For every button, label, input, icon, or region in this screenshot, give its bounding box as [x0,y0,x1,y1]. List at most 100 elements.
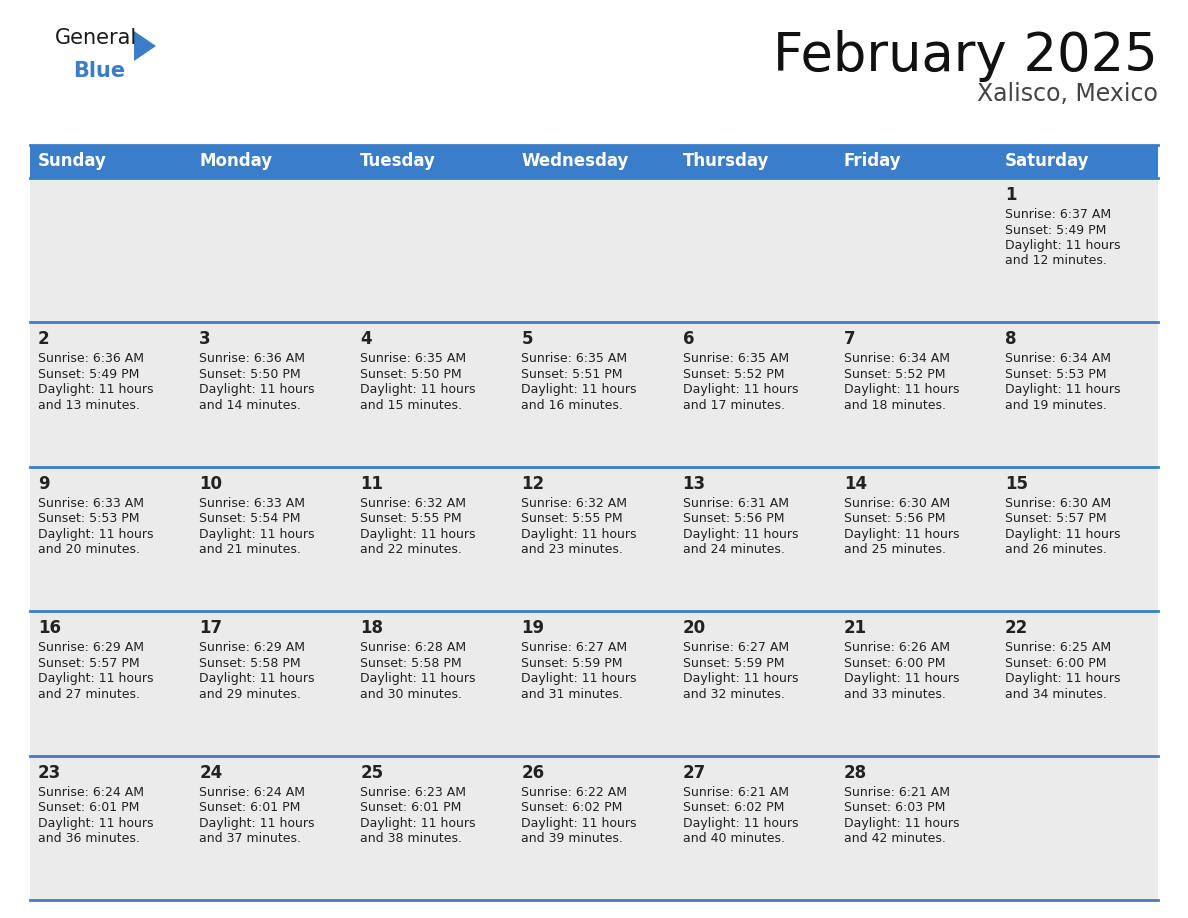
Text: Sunrise: 6:36 AM: Sunrise: 6:36 AM [200,353,305,365]
Text: Sunset: 5:53 PM: Sunset: 5:53 PM [38,512,139,525]
Bar [513,322,675,466]
Text: and 18 minutes.: and 18 minutes. [843,399,946,412]
Text: Sunset: 6:00 PM: Sunset: 6:00 PM [1005,656,1106,670]
Text: Tuesday: Tuesday [360,152,436,171]
Text: Sunset: 5:49 PM: Sunset: 5:49 PM [1005,223,1106,237]
Text: and 12 minutes.: and 12 minutes. [1005,254,1107,267]
Text: and 23 minutes.: and 23 minutes. [522,543,624,556]
Bar [835,178,997,322]
Text: 23: 23 [38,764,62,781]
Text: Sunset: 5:58 PM: Sunset: 5:58 PM [360,656,462,670]
Text: and 39 minutes.: and 39 minutes. [522,832,624,845]
Polygon shape [134,31,156,61]
Text: Xalisco, Mexico: Xalisco, Mexico [977,82,1158,106]
Text: Sunrise: 6:32 AM: Sunrise: 6:32 AM [360,497,466,509]
Text: Saturday: Saturday [1005,152,1089,171]
Text: Sunset: 5:54 PM: Sunset: 5:54 PM [200,512,301,525]
Text: Sunset: 5:49 PM: Sunset: 5:49 PM [38,368,139,381]
Text: Sunset: 5:56 PM: Sunset: 5:56 PM [843,512,946,525]
Text: and 19 minutes.: and 19 minutes. [1005,399,1107,412]
Text: Sunset: 5:55 PM: Sunset: 5:55 PM [360,512,462,525]
Text: and 34 minutes.: and 34 minutes. [1005,688,1107,700]
Text: Blue: Blue [72,61,125,81]
Text: Sunset: 5:56 PM: Sunset: 5:56 PM [683,512,784,525]
Text: 21: 21 [843,620,867,637]
Text: Sunrise: 6:27 AM: Sunrise: 6:27 AM [683,641,789,655]
Text: 19: 19 [522,620,544,637]
Bar [353,178,513,322]
Text: Sunrise: 6:25 AM: Sunrise: 6:25 AM [1005,641,1111,655]
Text: and 31 minutes.: and 31 minutes. [522,688,624,700]
Text: 8: 8 [1005,330,1017,349]
Text: Daylight: 11 hours: Daylight: 11 hours [843,672,959,685]
Text: 10: 10 [200,475,222,493]
Text: Monday: Monday [200,152,272,171]
Text: Sunrise: 6:24 AM: Sunrise: 6:24 AM [200,786,305,799]
Text: Sunset: 6:01 PM: Sunset: 6:01 PM [360,801,462,814]
Bar [997,322,1158,466]
Bar [513,466,675,611]
Bar [835,466,997,611]
Text: 2: 2 [38,330,50,349]
Text: and 22 minutes.: and 22 minutes. [360,543,462,556]
Text: and 17 minutes.: and 17 minutes. [683,399,784,412]
Text: and 40 minutes.: and 40 minutes. [683,832,784,845]
Text: Sunset: 5:50 PM: Sunset: 5:50 PM [360,368,462,381]
Bar [353,322,513,466]
Bar [835,611,997,756]
Text: and 25 minutes.: and 25 minutes. [843,543,946,556]
Text: Sunrise: 6:35 AM: Sunrise: 6:35 AM [683,353,789,365]
Bar [30,145,191,178]
Text: 15: 15 [1005,475,1028,493]
Text: 18: 18 [360,620,384,637]
Text: Daylight: 11 hours: Daylight: 11 hours [38,672,153,685]
Text: Daylight: 11 hours: Daylight: 11 hours [200,672,315,685]
Text: Sunset: 5:53 PM: Sunset: 5:53 PM [1005,368,1106,381]
Text: Sunrise: 6:34 AM: Sunrise: 6:34 AM [1005,353,1111,365]
Text: 17: 17 [200,620,222,637]
Text: and 32 minutes.: and 32 minutes. [683,688,784,700]
Text: Sunrise: 6:33 AM: Sunrise: 6:33 AM [200,497,305,509]
Text: and 13 minutes.: and 13 minutes. [38,399,140,412]
Text: 7: 7 [843,330,855,349]
Text: 9: 9 [38,475,50,493]
Text: Daylight: 11 hours: Daylight: 11 hours [360,528,475,541]
Text: Daylight: 11 hours: Daylight: 11 hours [38,384,153,397]
Text: and 14 minutes.: and 14 minutes. [200,399,301,412]
Text: Sunrise: 6:22 AM: Sunrise: 6:22 AM [522,786,627,799]
Bar [997,145,1158,178]
Bar [675,611,835,756]
Text: Daylight: 11 hours: Daylight: 11 hours [843,817,959,830]
Bar [513,756,675,900]
Bar [997,611,1158,756]
Text: 5: 5 [522,330,533,349]
Text: Daylight: 11 hours: Daylight: 11 hours [360,384,475,397]
Text: 22: 22 [1005,620,1028,637]
Text: 25: 25 [360,764,384,781]
Text: and 33 minutes.: and 33 minutes. [843,688,946,700]
Text: Sunset: 5:52 PM: Sunset: 5:52 PM [843,368,946,381]
Text: Daylight: 11 hours: Daylight: 11 hours [843,528,959,541]
Text: 3: 3 [200,330,210,349]
Text: Sunrise: 6:33 AM: Sunrise: 6:33 AM [38,497,144,509]
Text: Sunset: 5:51 PM: Sunset: 5:51 PM [522,368,623,381]
Bar [30,756,191,900]
Bar [30,178,191,322]
Text: Daylight: 11 hours: Daylight: 11 hours [360,817,475,830]
Bar [513,178,675,322]
Text: 12: 12 [522,475,544,493]
Text: Daylight: 11 hours: Daylight: 11 hours [683,672,798,685]
Text: Sunset: 5:50 PM: Sunset: 5:50 PM [200,368,301,381]
Text: and 29 minutes.: and 29 minutes. [200,688,301,700]
Text: Sunrise: 6:29 AM: Sunrise: 6:29 AM [38,641,144,655]
Text: Sunrise: 6:29 AM: Sunrise: 6:29 AM [200,641,305,655]
Text: and 24 minutes.: and 24 minutes. [683,543,784,556]
Text: Sunrise: 6:31 AM: Sunrise: 6:31 AM [683,497,789,509]
Bar [191,611,353,756]
Text: Wednesday: Wednesday [522,152,628,171]
Text: Sunrise: 6:21 AM: Sunrise: 6:21 AM [843,786,949,799]
Bar [997,466,1158,611]
Text: Sunset: 5:58 PM: Sunset: 5:58 PM [200,656,301,670]
Text: Daylight: 11 hours: Daylight: 11 hours [38,528,153,541]
Text: Sunrise: 6:21 AM: Sunrise: 6:21 AM [683,786,789,799]
